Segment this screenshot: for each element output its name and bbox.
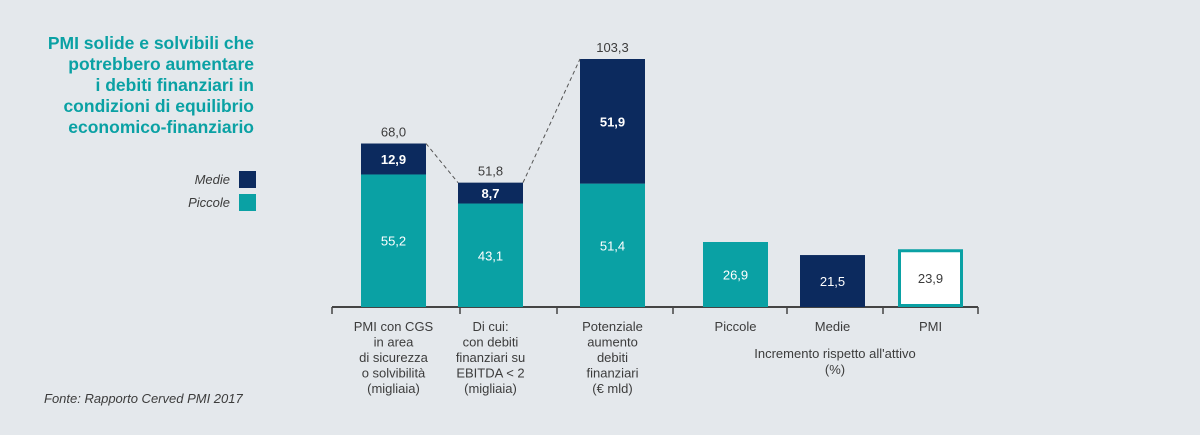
- bar-label: 21,5: [820, 274, 845, 289]
- bar-label: 23,9: [918, 271, 943, 286]
- bar-label-piccole: 43,1: [478, 248, 503, 263]
- chart-title: PMI solide e solvibili che potrebbero au…: [0, 33, 254, 138]
- title-line: potrebbero aumentare: [68, 54, 254, 74]
- x-tick-label: di sicurezza: [359, 350, 428, 365]
- x-tick-label: finanziari: [586, 366, 638, 381]
- bar-pmi: [898, 249, 963, 307]
- bar-label-medie: 8,7: [481, 186, 499, 201]
- bar-medie: [361, 143, 426, 175]
- bar-piccole: [703, 242, 768, 307]
- x-tick-label: (migliaia): [464, 381, 517, 396]
- connector-line: [425, 143, 459, 183]
- x-axis-title: (%): [825, 362, 845, 377]
- connector-line: [522, 58, 581, 183]
- x-tick-label: o solvibilità: [362, 366, 426, 381]
- bar-medie: [580, 59, 645, 184]
- x-tick-label: (€ mld): [592, 381, 632, 396]
- x-tick-label: Potenziale: [582, 319, 643, 334]
- bar-piccole: [580, 183, 645, 307]
- x-tick-label: PMI: [919, 319, 942, 334]
- bar-label-piccole: 51,4: [600, 238, 625, 253]
- bar-total-label: 68,0: [381, 125, 406, 140]
- legend-swatch-piccole: [239, 194, 256, 211]
- x-tick-label: aumento: [587, 335, 638, 350]
- x-tick-label: EBITDA < 2: [456, 366, 524, 381]
- legend-item-medie: Medie: [188, 171, 256, 188]
- bar-piccole: [361, 174, 426, 307]
- bar-label-piccole: 55,2: [381, 234, 406, 249]
- x-tick-label: in area: [374, 335, 415, 350]
- x-tick-label: Piccole: [715, 319, 757, 334]
- title-line: PMI solide e solvibili che: [47, 33, 254, 53]
- legend-label: Medie: [194, 172, 230, 187]
- legend-swatch-medie: [239, 171, 256, 188]
- x-tick-label: PMI con CGS: [354, 319, 434, 334]
- bar-total-label: 51,8: [478, 164, 503, 179]
- title-line: condizioni di equilibrio: [63, 96, 254, 116]
- x-tick-label: finanziari su: [456, 350, 525, 365]
- bar-label: 26,9: [723, 268, 748, 283]
- x-tick-label: debiti: [597, 350, 628, 365]
- bar-piccole: [458, 203, 523, 307]
- x-tick-label: Medie: [815, 319, 850, 334]
- x-tick-label: (migliaia): [367, 381, 420, 396]
- x-tick-label: con debiti: [463, 335, 519, 350]
- chart-legend: Medie Piccole: [188, 171, 256, 217]
- source-note: Fonte: Rapporto Cerved PMI 2017: [44, 391, 243, 406]
- bar-label-medie: 12,9: [381, 152, 406, 167]
- bar-medie: [800, 255, 865, 307]
- legend-label: Piccole: [188, 195, 230, 210]
- bar-total-label: 103,3: [596, 40, 629, 55]
- bar-medie: [458, 182, 523, 204]
- x-tick-label: Di cui:: [472, 319, 508, 334]
- legend-item-piccole: Piccole: [188, 194, 256, 211]
- title-line: economico-finanziario: [68, 117, 254, 137]
- title-line: i debiti finanziari in: [95, 75, 254, 95]
- x-axis-title: Incremento rispetto all'attivo: [754, 346, 915, 361]
- bar-label-medie: 51,9: [600, 114, 625, 129]
